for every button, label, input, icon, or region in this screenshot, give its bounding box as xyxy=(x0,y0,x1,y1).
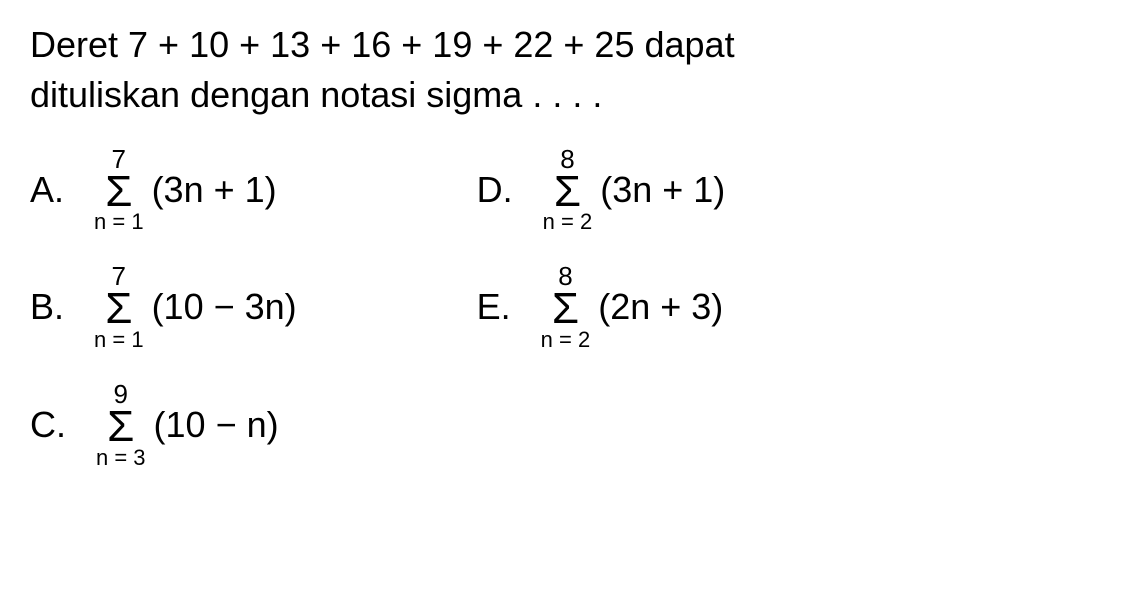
sigma-block: 9 Σ n = 3 xyxy=(96,381,146,469)
sigma-block: 7 Σ n = 1 xyxy=(94,146,144,234)
option-c: C. 9 Σ n = 3 (10 − n) xyxy=(30,381,297,469)
sigma-icon: Σ xyxy=(107,407,134,447)
option-a-expression: 7 Σ n = 1 (3n + 1) xyxy=(94,146,277,234)
sigma-lower: n = 3 xyxy=(96,447,146,469)
option-b: B. 7 Σ n = 1 (10 − 3n) xyxy=(30,263,297,351)
option-e: E. 8 Σ n = 2 (2n + 3) xyxy=(477,263,726,351)
option-c-label: C. xyxy=(30,404,66,446)
sigma-block: 8 Σ n = 2 xyxy=(543,146,593,234)
sigma-icon: Σ xyxy=(105,172,132,212)
sigma-body: (3n + 1) xyxy=(600,169,725,211)
option-e-label: E. xyxy=(477,286,511,328)
question-line-1: Deret 7 + 10 + 13 + 16 + 19 + 22 + 25 da… xyxy=(30,24,735,65)
option-d-expression: 8 Σ n = 2 (3n + 1) xyxy=(543,146,726,234)
question-text: Deret 7 + 10 + 13 + 16 + 19 + 22 + 25 da… xyxy=(30,20,1094,121)
sigma-icon: Σ xyxy=(552,289,579,329)
sigma-lower: n = 1 xyxy=(94,329,144,351)
sigma-icon: Σ xyxy=(105,289,132,329)
question-line-2: dituliskan dengan notasi sigma . . . . xyxy=(30,74,602,115)
option-c-expression: 9 Σ n = 3 (10 − n) xyxy=(96,381,279,469)
sigma-lower: n = 2 xyxy=(543,211,593,233)
sigma-lower: n = 2 xyxy=(541,329,591,351)
sigma-lower: n = 1 xyxy=(94,211,144,233)
option-d-label: D. xyxy=(477,169,513,211)
option-b-expression: 7 Σ n = 1 (10 − 3n) xyxy=(94,263,297,351)
sigma-block: 7 Σ n = 1 xyxy=(94,263,144,351)
option-e-expression: 8 Σ n = 2 (2n + 3) xyxy=(541,263,724,351)
sigma-body: (2n + 3) xyxy=(598,286,723,328)
option-a-label: A. xyxy=(30,169,64,211)
sigma-body: (3n + 1) xyxy=(152,169,277,211)
sigma-body: (10 − 3n) xyxy=(152,286,297,328)
right-column: D. 8 Σ n = 2 (3n + 1) E. 8 Σ n = 2 (2n +… xyxy=(477,146,726,469)
sigma-body: (10 − n) xyxy=(154,404,279,446)
left-column: A. 7 Σ n = 1 (3n + 1) B. 7 Σ n = 1 (10 −… xyxy=(30,146,297,469)
sigma-icon: Σ xyxy=(554,172,581,212)
option-d: D. 8 Σ n = 2 (3n + 1) xyxy=(477,146,726,234)
sigma-block: 8 Σ n = 2 xyxy=(541,263,591,351)
option-a: A. 7 Σ n = 1 (3n + 1) xyxy=(30,146,297,234)
option-b-label: B. xyxy=(30,286,64,328)
options-container: A. 7 Σ n = 1 (3n + 1) B. 7 Σ n = 1 (10 −… xyxy=(30,146,1094,469)
